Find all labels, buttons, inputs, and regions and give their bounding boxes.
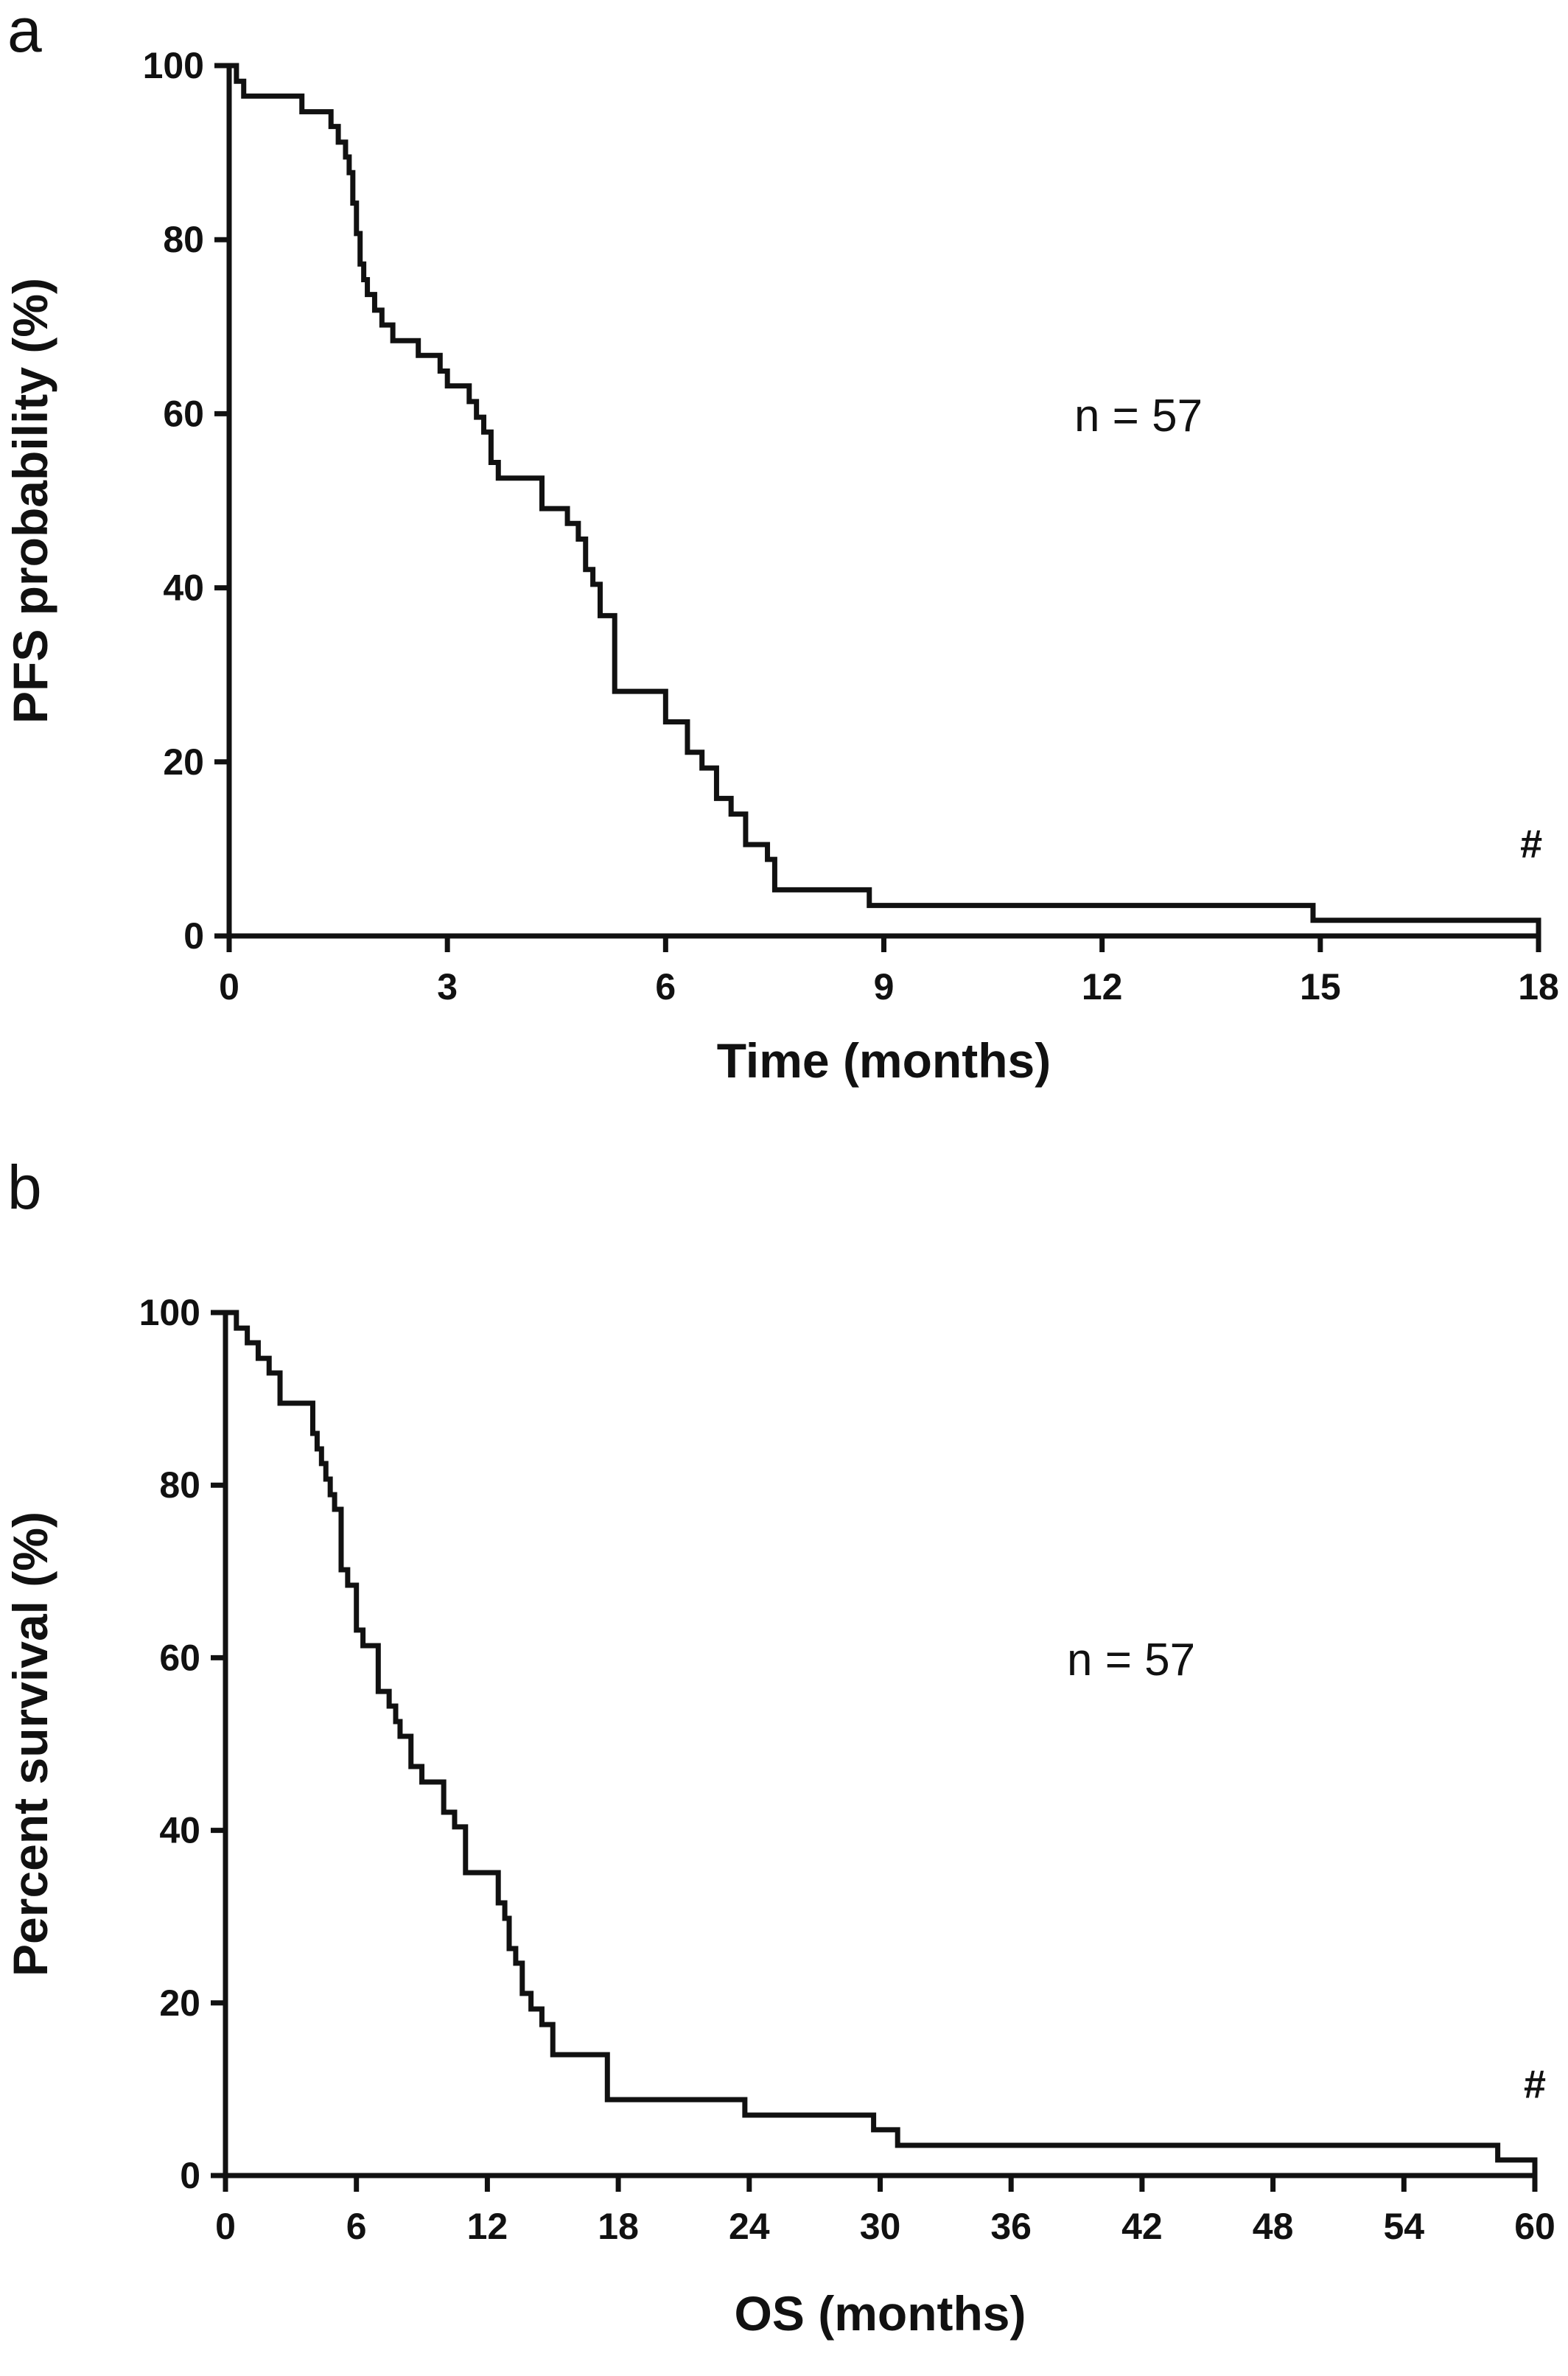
y-tick-label: 60 (163, 393, 204, 434)
y-tick-label: 100 (139, 1292, 200, 1333)
y-tick-label: 20 (163, 741, 204, 783)
x-axis-title: OS (months) (735, 2286, 1026, 2341)
y-tick-label: 0 (180, 2155, 200, 2196)
y-tick-label: 80 (163, 219, 204, 260)
y-tick-label: 20 (159, 1982, 200, 2024)
x-tick-label: 12 (1082, 966, 1123, 1007)
y-tick-label: 40 (159, 1810, 200, 1851)
x-tick-label: 24 (729, 2206, 770, 2247)
panel-letter: b (7, 1153, 42, 1222)
y-tick-label: 80 (159, 1464, 200, 1506)
x-tick-label: 0 (219, 966, 239, 1007)
x-tick-label: 15 (1300, 966, 1341, 1007)
y-tick-label: 40 (163, 567, 204, 609)
y-tick-label: 60 (159, 1637, 200, 1678)
x-tick-label: 48 (1253, 2206, 1294, 2247)
sample-size-label: n = 57 (1067, 1635, 1195, 1685)
censor-note-mark: # (1520, 822, 1542, 867)
y-axis-title: PFS probability (%) (3, 278, 57, 724)
x-tick-label: 36 (990, 2206, 1032, 2247)
sample-size-label: n = 57 (1074, 391, 1203, 441)
x-tick-label: 9 (874, 966, 895, 1007)
km-curve (223, 1310, 1538, 2178)
x-axis-title: Time (months) (717, 1033, 1051, 1088)
km-curve (226, 63, 1541, 939)
x-tick-label: 18 (598, 2206, 639, 2247)
y-tick-label: 0 (183, 915, 204, 957)
y-axis-title: Percent survival (%) (3, 1512, 57, 1977)
x-tick-label: 6 (346, 2206, 367, 2247)
x-tick-label: 6 (655, 966, 676, 1007)
x-tick-label: 0 (215, 2206, 236, 2247)
x-tick-label: 30 (860, 2206, 901, 2247)
y-tick-label: 100 (143, 45, 204, 86)
panel-a: a 0 20 40 60 80 100 0 3 6 9 12 15 18 Time (months) PFS … (3, 0, 1559, 1088)
x-tick-label: 18 (1518, 966, 1559, 1007)
x-tick-label: 54 (1383, 2206, 1424, 2247)
censor-note-mark: # (1524, 2063, 1546, 2107)
panel-letter: a (7, 0, 42, 65)
x-tick-label: 42 (1121, 2206, 1163, 2247)
x-tick-label: 60 (1514, 2206, 1555, 2247)
x-tick-label: 3 (437, 966, 458, 1007)
x-tick-label: 12 (467, 2206, 508, 2247)
panel-b: b 0 20 40 60 80 100 0 6 12 18 24 30 36 42 48 54 60 OS (mon… (3, 1153, 1555, 2341)
